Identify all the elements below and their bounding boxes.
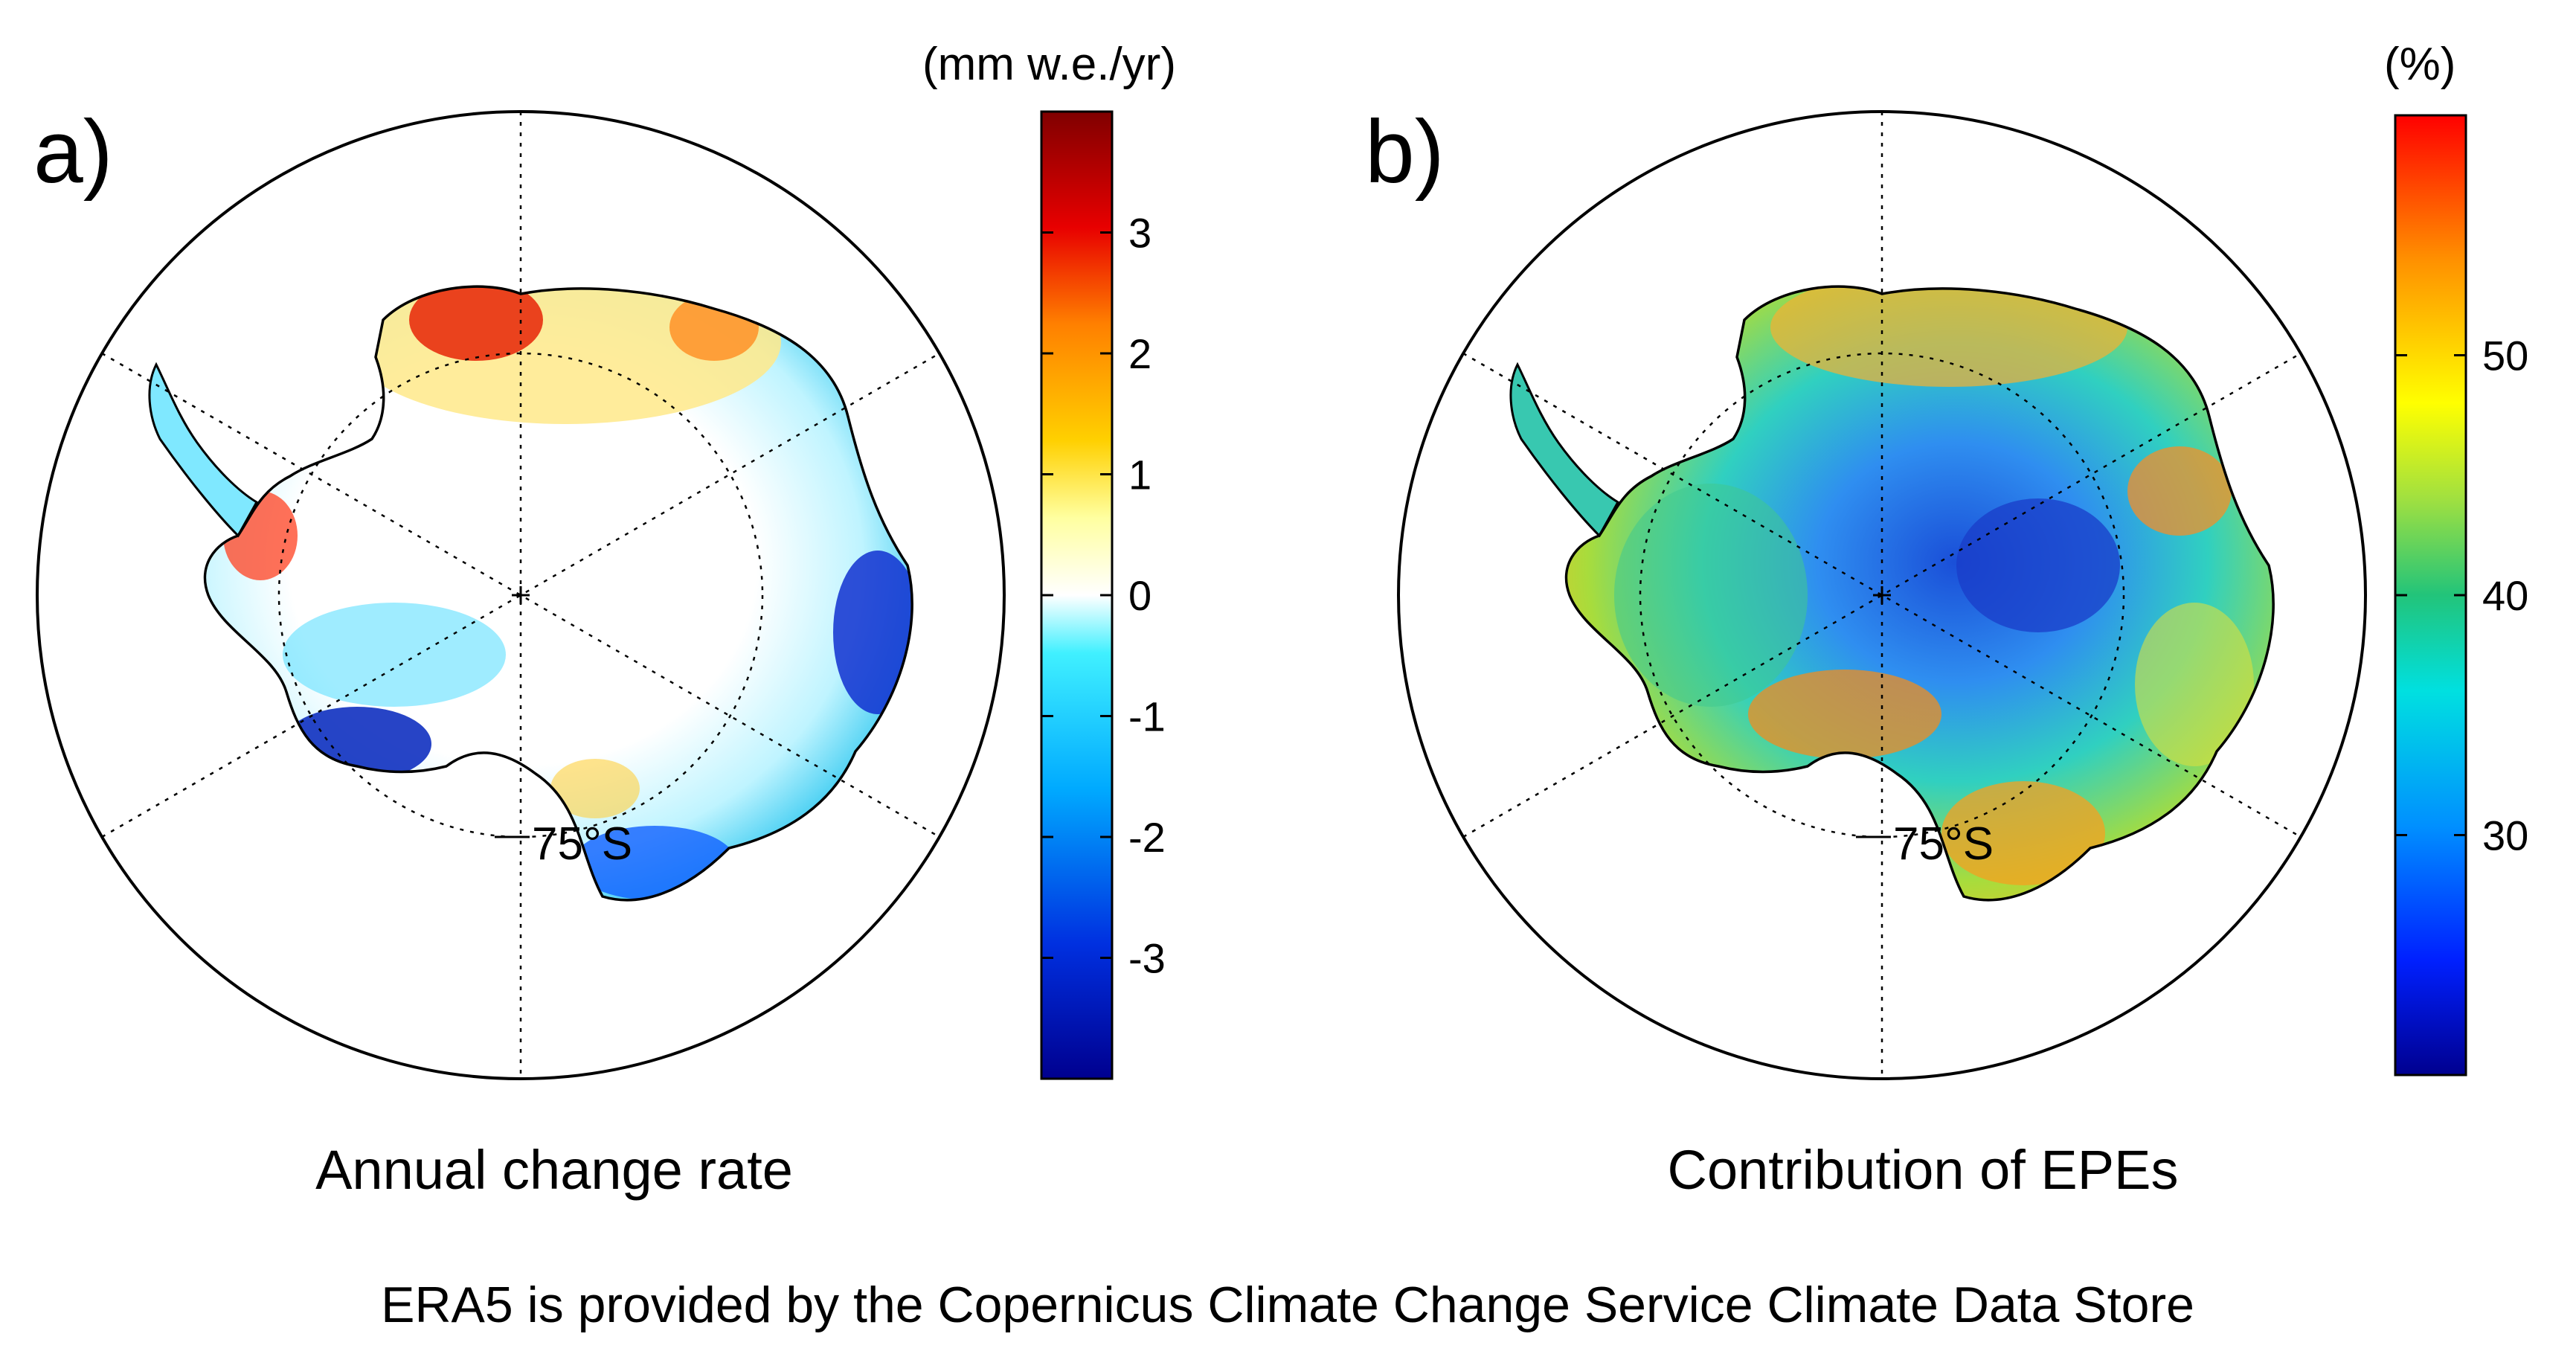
panel-b-graticule [1462, 112, 2302, 1079]
patch-b-deep-blue [1956, 498, 2120, 632]
patch-yellow-ross [550, 759, 640, 818]
patch-coast-orange [669, 294, 759, 361]
panel-a: a) 75°S [33, 39, 1176, 1201]
patch-b-green-band [1614, 484, 1808, 707]
colorbar-tick-label: 3 [1128, 210, 1152, 257]
panel-a-colorbar-ticks: 3 2 1 0 -1 -2 -3 [1041, 210, 1166, 982]
panel-a-label: a) [33, 102, 113, 202]
patch-b-orange-ross [1941, 781, 2105, 885]
panel-b-label: b) [1365, 102, 1445, 202]
patch-b-yellow-east [2135, 603, 2254, 766]
panel-a-continent [148, 285, 913, 902]
panel-b-lat-label: 75°S [1893, 818, 1994, 870]
colorbar-tick-label: 1 [1128, 452, 1152, 498]
parallel-b-75s [1639, 352, 2125, 838]
colorbar-tick-label: -3 [1128, 935, 1166, 982]
patch-wais-cyan [283, 603, 506, 707]
panel-a-pole-marker [512, 586, 530, 604]
panel-b: b) 75°S (%) [1365, 39, 2528, 1201]
patch-coast-red [409, 286, 543, 361]
panel-a-map-boundary [36, 110, 1006, 1080]
patch-weddell-blue [283, 707, 431, 781]
panel-b-peninsula [1509, 362, 1620, 538]
panel-b-map-boundary [1397, 110, 2367, 1080]
panel-b-colorbar-ticks: 50 40 30 [2395, 333, 2528, 859]
parallel-a-75s [277, 352, 764, 838]
panel-a-lat-label: 75°S [532, 818, 632, 870]
panel-b-pole-marker [1873, 586, 1891, 604]
colorbar-tick-label: 0 [1128, 572, 1152, 619]
panel-b-coastline [1564, 285, 2275, 902]
panel-b-colorbar-unit: (%) [2384, 39, 2455, 90]
panel-a-colorbar-unit: (mm w.e./yr) [922, 39, 1176, 90]
colorbar-tick-label: 40 [2482, 572, 2528, 619]
patch-b-orange-wais [1748, 670, 1941, 759]
colorbar-tick-label: 50 [2482, 333, 2528, 379]
panel-a-graticule [101, 112, 940, 1079]
panel-b-continent [1509, 285, 2275, 902]
colorbar-tick-label: 30 [2482, 812, 2528, 859]
data-credit: ERA5 is provided by the Copernicus Clima… [381, 1277, 2194, 1333]
colorbar-tick-label: 2 [1128, 330, 1152, 377]
panel-b-ice-base [1566, 286, 2274, 900]
panel-a-peninsula [148, 362, 259, 538]
panel-b-caption: Contribution of EPEs [1668, 1139, 2179, 1201]
patch-b-orange-coast [1770, 286, 2127, 387]
colorbar-tick-label: -1 [1128, 693, 1166, 740]
panel-a-caption: Annual change rate [315, 1139, 793, 1201]
patch-b-orange-east [2127, 446, 2232, 536]
colorbar-tick-label: -2 [1128, 814, 1166, 861]
panel-a-coastline [203, 285, 913, 902]
